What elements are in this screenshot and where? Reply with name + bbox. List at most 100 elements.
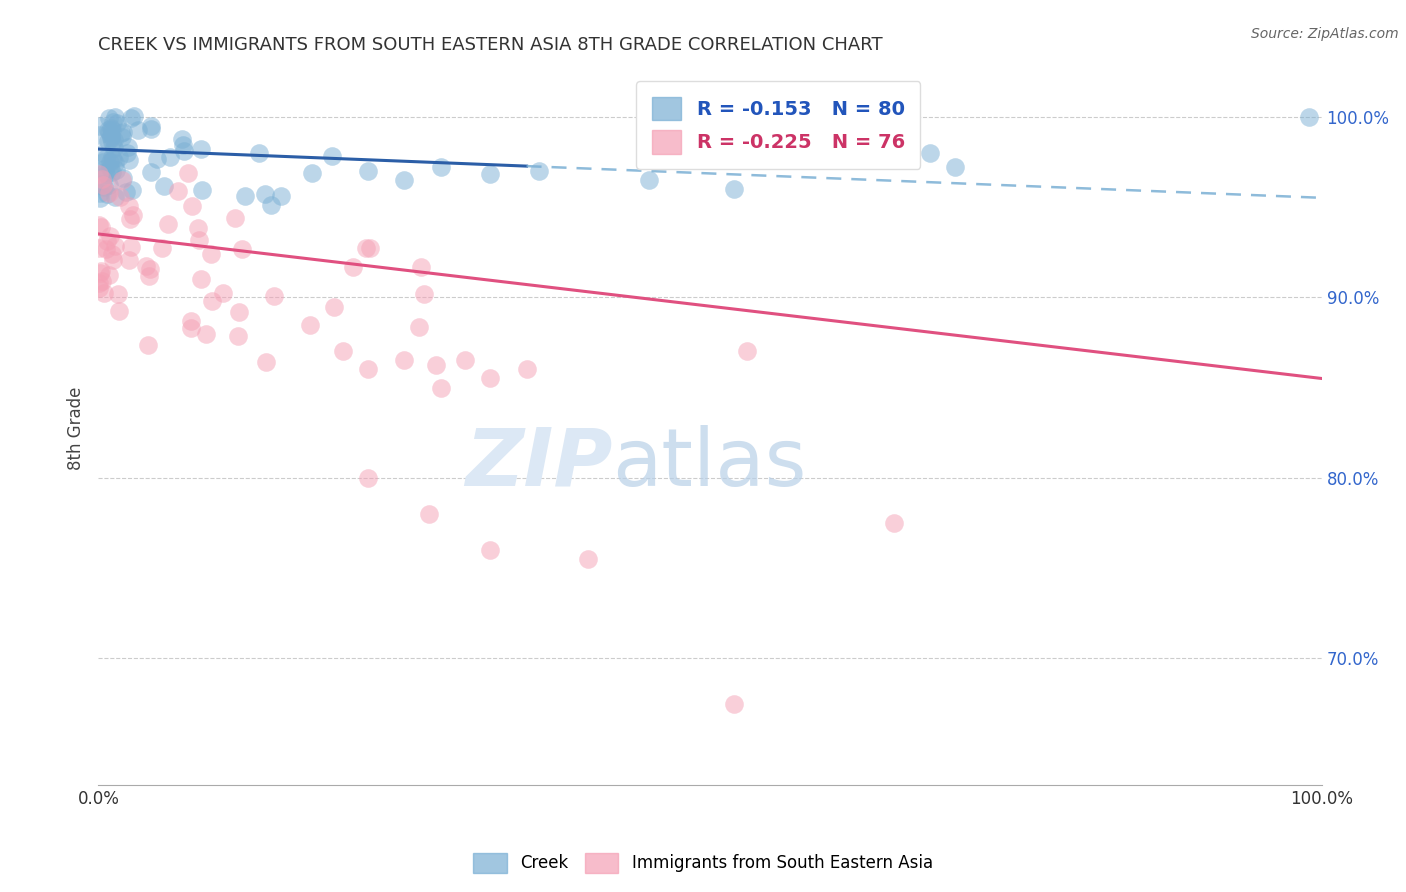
Point bbox=[180, 199, 202, 213]
Point bbox=[195, 327, 218, 342]
Point bbox=[172, 138, 194, 153]
Point bbox=[100, 150, 122, 164]
Point bbox=[89, 266, 111, 280]
Point bbox=[270, 189, 292, 203]
Point bbox=[118, 253, 141, 268]
Point bbox=[735, 344, 758, 359]
Point bbox=[97, 125, 120, 139]
Point bbox=[117, 140, 139, 154]
Point bbox=[101, 252, 124, 267]
Point bbox=[98, 186, 121, 200]
Legend: R = -0.153   N = 80, R = -0.225   N = 76: R = -0.153 N = 80, R = -0.225 N = 76 bbox=[637, 81, 921, 169]
Point bbox=[91, 154, 114, 169]
Point bbox=[87, 218, 110, 232]
Point bbox=[96, 187, 118, 202]
Point bbox=[139, 262, 162, 277]
Text: atlas: atlas bbox=[612, 425, 807, 503]
Point bbox=[89, 119, 111, 133]
Legend: Creek, Immigrants from South Eastern Asia: Creek, Immigrants from South Eastern Asi… bbox=[467, 847, 939, 880]
Point bbox=[121, 183, 143, 197]
Point bbox=[136, 338, 159, 352]
Point bbox=[159, 150, 181, 164]
Point bbox=[943, 160, 966, 174]
Point bbox=[301, 166, 323, 180]
Point bbox=[354, 241, 377, 255]
Point bbox=[187, 220, 209, 235]
Point bbox=[408, 320, 430, 334]
Point bbox=[228, 305, 250, 319]
Point bbox=[139, 121, 162, 136]
Point bbox=[97, 178, 120, 193]
Point bbox=[150, 241, 173, 255]
Point bbox=[98, 161, 121, 175]
Point bbox=[103, 133, 125, 147]
Point bbox=[120, 211, 142, 226]
Point bbox=[411, 260, 433, 275]
Point bbox=[356, 471, 378, 485]
Point bbox=[515, 362, 537, 376]
Point bbox=[359, 241, 381, 255]
Point bbox=[201, 294, 224, 309]
Point bbox=[172, 132, 194, 146]
Point bbox=[190, 142, 212, 156]
Point bbox=[87, 128, 110, 142]
Point bbox=[110, 126, 132, 140]
Point bbox=[115, 185, 138, 199]
Point bbox=[90, 172, 112, 186]
Point bbox=[454, 353, 477, 368]
Point bbox=[98, 229, 121, 244]
Point bbox=[425, 358, 447, 372]
Point bbox=[100, 128, 122, 143]
Point bbox=[100, 130, 122, 145]
Point bbox=[115, 146, 138, 161]
Point bbox=[233, 189, 256, 203]
Point bbox=[104, 110, 127, 124]
Point bbox=[89, 186, 111, 201]
Point bbox=[104, 155, 127, 169]
Point bbox=[260, 198, 283, 212]
Point bbox=[342, 260, 364, 275]
Point bbox=[118, 153, 141, 167]
Point bbox=[356, 163, 378, 178]
Point bbox=[212, 286, 235, 301]
Point bbox=[101, 247, 124, 261]
Point bbox=[141, 165, 163, 179]
Point bbox=[93, 146, 115, 161]
Point bbox=[1298, 110, 1320, 124]
Point bbox=[190, 272, 212, 286]
Point bbox=[90, 264, 112, 278]
Point bbox=[191, 182, 214, 196]
Point bbox=[180, 314, 202, 328]
Point bbox=[90, 274, 112, 288]
Point bbox=[254, 354, 277, 368]
Point bbox=[98, 111, 121, 125]
Y-axis label: 8th Grade: 8th Grade bbox=[67, 386, 86, 470]
Point bbox=[920, 145, 942, 160]
Point bbox=[188, 233, 211, 247]
Point bbox=[111, 173, 134, 187]
Point bbox=[332, 344, 354, 359]
Point bbox=[94, 242, 117, 256]
Point bbox=[94, 164, 117, 178]
Point bbox=[94, 151, 117, 165]
Point bbox=[638, 173, 661, 187]
Point bbox=[430, 160, 453, 174]
Point bbox=[153, 179, 176, 194]
Point bbox=[118, 199, 141, 213]
Point bbox=[103, 140, 125, 154]
Point bbox=[138, 269, 160, 284]
Point bbox=[94, 167, 117, 181]
Point bbox=[177, 166, 200, 180]
Point bbox=[97, 123, 120, 137]
Point bbox=[127, 123, 149, 137]
Point bbox=[418, 507, 440, 521]
Point bbox=[356, 362, 378, 376]
Point bbox=[263, 289, 285, 303]
Point bbox=[392, 353, 416, 368]
Point bbox=[87, 241, 110, 255]
Point bbox=[93, 179, 115, 194]
Point bbox=[93, 178, 115, 192]
Point bbox=[100, 164, 122, 178]
Point bbox=[111, 129, 134, 144]
Point bbox=[100, 121, 122, 136]
